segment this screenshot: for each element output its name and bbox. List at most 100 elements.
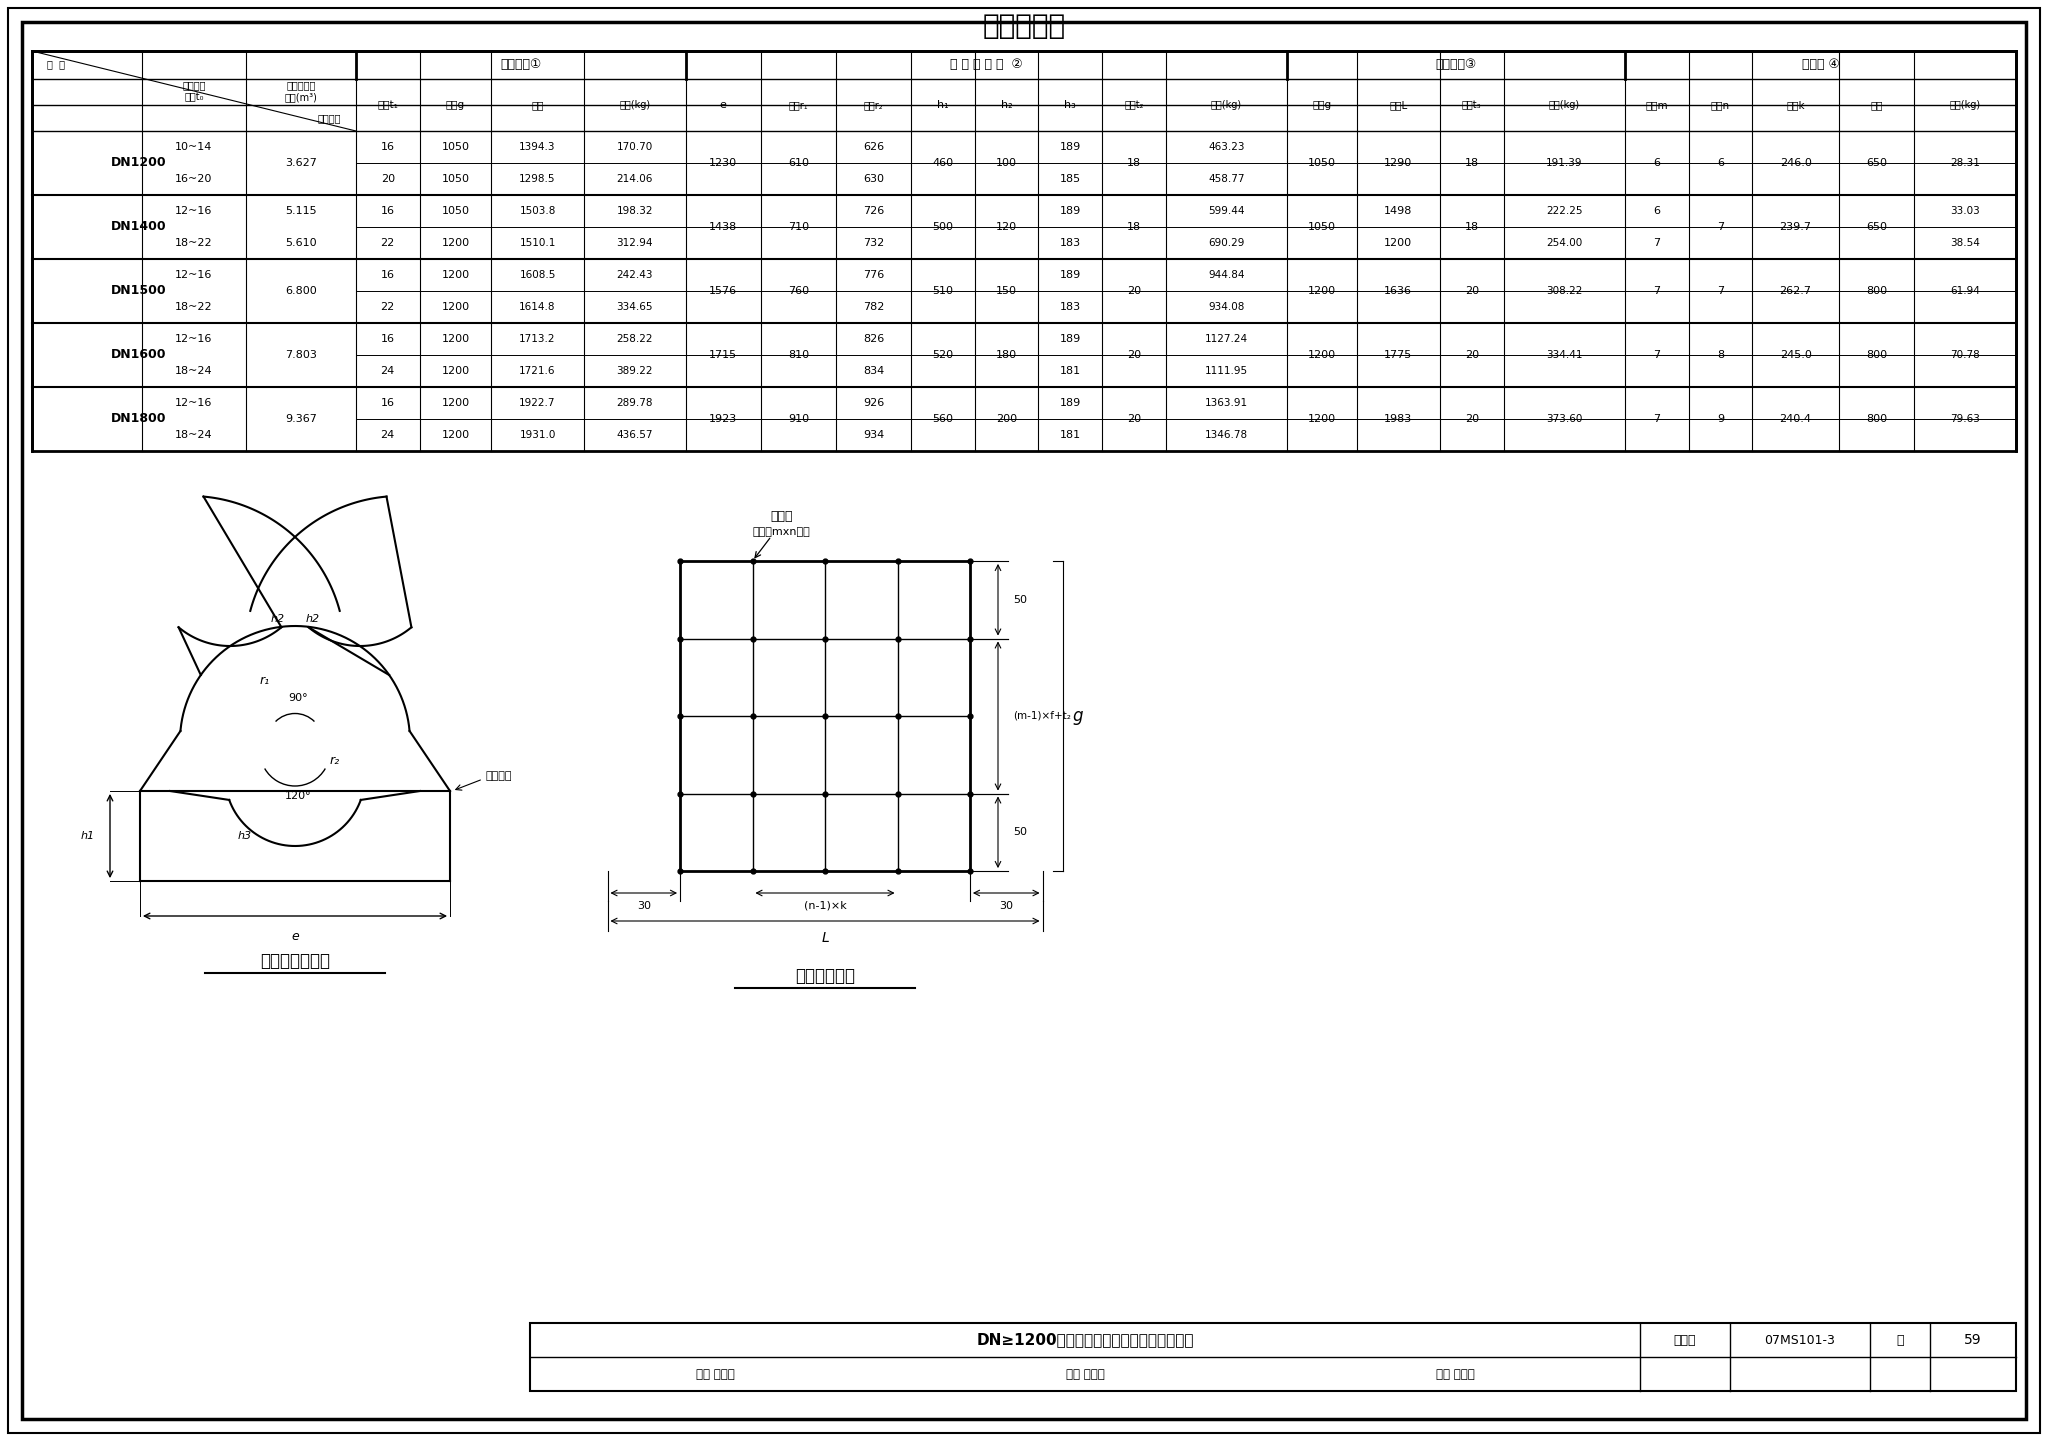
Text: 22: 22 xyxy=(381,303,395,313)
Text: 1200: 1200 xyxy=(442,429,469,440)
Text: 1298.5: 1298.5 xyxy=(520,174,555,184)
Text: 262.7: 262.7 xyxy=(1780,285,1812,295)
Text: e: e xyxy=(719,99,727,110)
Text: 1394.3: 1394.3 xyxy=(520,143,555,151)
Text: h3: h3 xyxy=(238,831,252,842)
Text: 板长g: 板长g xyxy=(446,99,465,110)
Text: 458.77: 458.77 xyxy=(1208,174,1245,184)
Text: 20: 20 xyxy=(1126,285,1141,295)
Text: 1614.8: 1614.8 xyxy=(520,303,555,313)
Text: 1983: 1983 xyxy=(1384,414,1413,424)
Text: 16: 16 xyxy=(381,269,395,280)
Text: 1050: 1050 xyxy=(442,206,469,216)
Text: 16: 16 xyxy=(381,206,395,216)
Text: 1050: 1050 xyxy=(442,143,469,151)
Text: DN1800: DN1800 xyxy=(111,412,166,425)
Text: 460: 460 xyxy=(932,159,954,169)
Text: 1050: 1050 xyxy=(1309,159,1335,169)
Text: h₂: h₂ xyxy=(1001,99,1012,110)
Text: 24: 24 xyxy=(381,366,395,376)
Text: 3.627: 3.627 xyxy=(285,159,317,169)
Text: 6: 6 xyxy=(1653,206,1661,216)
Text: 630: 630 xyxy=(862,174,885,184)
Text: 5.115: 5.115 xyxy=(285,206,317,216)
Text: 334.41: 334.41 xyxy=(1546,350,1583,360)
Text: 1498: 1498 xyxy=(1384,206,1413,216)
Text: 782: 782 xyxy=(862,303,885,313)
Text: 800: 800 xyxy=(1866,350,1886,360)
Text: 800: 800 xyxy=(1866,414,1886,424)
Text: 箍圈筋: 箍圈筋 xyxy=(770,510,793,523)
Text: DN1400: DN1400 xyxy=(111,220,166,233)
Text: 板厚t₁: 板厚t₁ xyxy=(377,99,397,110)
Text: 18: 18 xyxy=(1464,159,1479,169)
Text: 9: 9 xyxy=(1716,414,1724,424)
Text: L: L xyxy=(821,931,829,945)
Text: 1200: 1200 xyxy=(442,238,469,248)
Text: 183: 183 xyxy=(1059,303,1081,313)
Text: 726: 726 xyxy=(862,206,885,216)
Text: 钢管规格: 钢管规格 xyxy=(317,112,340,122)
Text: 776: 776 xyxy=(862,269,885,280)
Text: 1050: 1050 xyxy=(1309,222,1335,232)
Text: 重量(kg): 重量(kg) xyxy=(1210,99,1241,110)
Text: 934: 934 xyxy=(862,429,885,440)
Text: 18~24: 18~24 xyxy=(176,366,213,376)
Text: 底座垫板③: 底座垫板③ xyxy=(1436,59,1477,72)
Text: 1200: 1200 xyxy=(1309,350,1335,360)
Text: h₁: h₁ xyxy=(938,99,948,110)
Text: 7: 7 xyxy=(1653,285,1661,295)
Text: 项  次: 项 次 xyxy=(47,59,66,69)
Text: 图集号: 图集号 xyxy=(1673,1333,1696,1346)
Text: 732: 732 xyxy=(862,238,885,248)
Text: 710: 710 xyxy=(788,222,809,232)
Bar xyxy=(680,561,971,870)
Text: 690.29: 690.29 xyxy=(1208,238,1245,248)
Text: 20: 20 xyxy=(1126,414,1141,424)
Text: 加厚t₂: 加厚t₂ xyxy=(1124,99,1143,110)
Text: 12~16: 12~16 xyxy=(176,334,213,344)
Text: 240.4: 240.4 xyxy=(1780,414,1812,424)
Text: 1200: 1200 xyxy=(1309,285,1335,295)
Text: 28.31: 28.31 xyxy=(1950,159,1980,169)
Text: 页: 页 xyxy=(1896,1333,1905,1346)
Text: 开 口 环 肋 板  ②: 开 口 环 肋 板 ② xyxy=(950,59,1022,72)
Text: 重量(kg): 重量(kg) xyxy=(1950,99,1980,110)
Text: 20: 20 xyxy=(1126,350,1141,360)
Text: 436.57: 436.57 xyxy=(616,429,653,440)
Text: 底座垫板详图: 底座垫板详图 xyxy=(795,967,854,986)
Text: 箍圈筋 ④: 箍圈筋 ④ xyxy=(1802,59,1839,72)
Text: (m-1)×f+t₂: (m-1)×f+t₂ xyxy=(1014,710,1071,720)
Text: 289.78: 289.78 xyxy=(616,398,653,408)
Text: 222.25: 222.25 xyxy=(1546,206,1583,216)
Text: 120: 120 xyxy=(995,222,1018,232)
Text: 1290: 1290 xyxy=(1384,159,1413,169)
Text: 20: 20 xyxy=(1464,285,1479,295)
Text: 16: 16 xyxy=(381,398,395,408)
Text: 1931.0: 1931.0 xyxy=(520,429,555,440)
Text: 18~22: 18~22 xyxy=(176,238,213,248)
Text: 1636: 1636 xyxy=(1384,285,1413,295)
Text: 520: 520 xyxy=(932,350,954,360)
Text: 200: 200 xyxy=(995,414,1018,424)
Text: 18~24: 18~24 xyxy=(176,429,213,440)
Text: 6.800: 6.800 xyxy=(285,285,317,295)
Text: 1363.91: 1363.91 xyxy=(1204,398,1247,408)
Text: 1510.1: 1510.1 xyxy=(520,238,555,248)
Text: 内径r₂: 内径r₂ xyxy=(864,99,883,110)
Text: 120°: 120° xyxy=(285,791,311,801)
Text: 826: 826 xyxy=(862,334,885,344)
Text: 16: 16 xyxy=(381,143,395,151)
Text: 20: 20 xyxy=(381,174,395,184)
Text: 7.803: 7.803 xyxy=(285,350,317,360)
Text: 926: 926 xyxy=(862,398,885,408)
Text: 开口环肋板详图: 开口环肋板详图 xyxy=(260,953,330,970)
Text: 191.39: 191.39 xyxy=(1546,159,1583,169)
Text: 7: 7 xyxy=(1653,414,1661,424)
Text: 5.610: 5.610 xyxy=(285,238,317,248)
Text: 排数m: 排数m xyxy=(1645,99,1669,110)
Text: 拼接焊缝: 拼接焊缝 xyxy=(485,771,512,781)
Text: 760: 760 xyxy=(788,285,809,295)
Text: 重量(kg): 重量(kg) xyxy=(618,99,651,110)
Text: 214.06: 214.06 xyxy=(616,174,653,184)
